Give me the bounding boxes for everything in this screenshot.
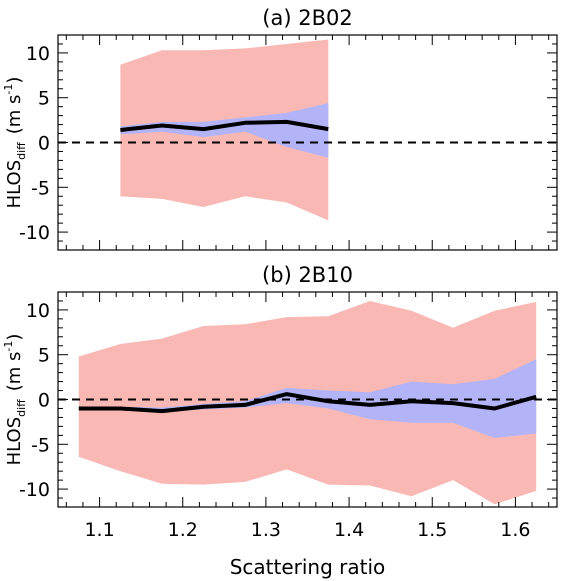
y-axis-label-main: HLOS	[4, 160, 25, 209]
y-tick-label: -5	[31, 434, 50, 456]
x-tick-label: 1.6	[500, 519, 530, 541]
y-tick-label: 0	[38, 390, 50, 412]
panel-b: (b) 2B10 -10 -5 0 5 10 1.1 1.2 1.3 1.4 1.5 1.6 HLOSd…	[2, 263, 558, 579]
panel-title: (b) 2B10	[262, 263, 353, 287]
y-axis-label-unit-superscript: -1	[2, 341, 15, 352]
y-tick-label: -10	[19, 222, 50, 244]
y-axis-label-unit-close: )	[4, 77, 25, 84]
series-inner-band	[120, 103, 329, 158]
y-axis-label: HLOSdiff (m s-1)	[2, 334, 28, 466]
y-tick-label: 10	[26, 43, 50, 65]
panel-title: (a) 2B02	[262, 6, 352, 30]
series-mean-line	[78, 392, 537, 414]
x-tick-label: 1.3	[251, 519, 281, 541]
y-tick-label: 0	[38, 133, 50, 155]
x-tick-label: 1.5	[417, 519, 447, 541]
y-axis-label-main: HLOS	[4, 417, 25, 466]
x-tick-label: 1.4	[334, 519, 364, 541]
y-tick-label: -10	[19, 479, 50, 501]
y-axis-label-subscript: diff	[15, 399, 28, 417]
y-axis-label-unit: (m s	[4, 352, 25, 392]
series-mean-line	[120, 119, 329, 132]
y-tick-label: -5	[31, 177, 50, 199]
y-tick-label: 10	[26, 300, 50, 322]
y-axis-label-unit-close: )	[4, 334, 25, 341]
x-tick-label: 1.1	[84, 519, 114, 541]
y-axis-label-unit: (m s	[4, 95, 25, 135]
y-tick-label: 5	[38, 88, 50, 110]
y-tick-label: 5	[38, 345, 50, 367]
y-axis-label-subscript: diff	[15, 142, 28, 160]
x-axis-label: Scattering ratio	[230, 555, 386, 579]
x-tick-label: 1.2	[168, 519, 198, 541]
y-axis-label-unit-superscript: -1	[2, 84, 15, 95]
panel-a: (a) 2B02 -10 -5 0 5 10 HLOSdiff (m s-1)	[2, 6, 558, 251]
y-axis-label: HLOSdiff (m s-1)	[2, 77, 28, 209]
